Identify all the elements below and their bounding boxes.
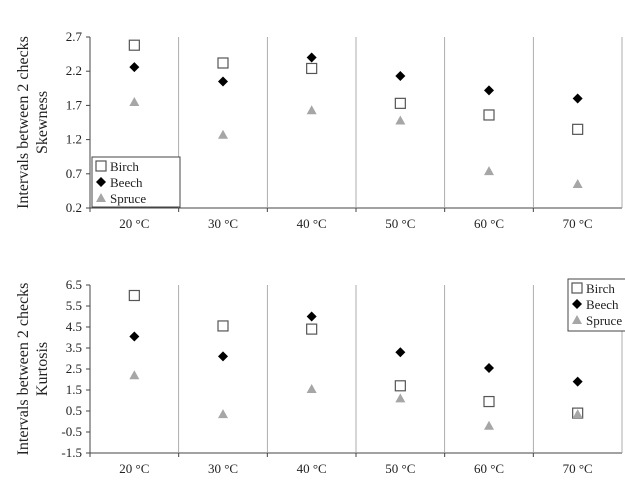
data-point-birch [218,58,228,68]
y-tick-label: 3.5 [66,340,82,355]
y-tick-label: 0.7 [66,166,83,181]
y-axis-label-line: Intervals between 2 checks [15,283,32,456]
x-tick-label: 30 °C [208,216,238,231]
y-axis-label-line: Intervals between 2 checks [15,36,32,209]
data-point-beech [129,331,139,341]
data-point-beech [218,76,228,86]
data-point-beech [395,71,405,81]
y-tick-label: 1.5 [66,382,82,397]
data-point-spruce [218,130,228,139]
y-tick-label: 6.5 [66,277,82,292]
data-point-spruce [129,370,139,379]
data-point-birch [484,110,494,120]
data-point-birch [484,397,494,407]
data-point-spruce [395,393,405,402]
data-point-birch [129,40,139,50]
chart-panel-1: 2.7 2.2 1.7 1.2 0.7 0.2 20 °C 30 °C 40 °C 50 °C 60… [15,29,622,231]
data-point-beech [484,363,494,373]
legend-label-spruce: Spruce [110,191,146,206]
chart-panel-2: 6.5 5.5 4.5 3.5 2.5 1.5 0.5 -0.5 -1.5 20 °C 30 °C 4… [15,277,625,476]
legend-marker-birch [572,283,582,293]
legend-marker-birch [96,161,106,171]
data-point-birch [218,321,228,331]
data-point-spruce [307,384,317,393]
data-point-beech [129,62,139,72]
data-point-birch [395,98,405,108]
data-point-beech [573,377,583,387]
data-point-birch [573,124,583,134]
x-tick-label: 70 °C [563,461,593,476]
x-tick-label: 30 °C [208,461,238,476]
y-tick-label: -0.5 [61,424,82,439]
legend-label-birch: Birch [110,159,139,174]
x-tick-label: 60 °C [474,216,504,231]
data-point-spruce [218,409,228,418]
data-point-beech [484,85,494,95]
legend-label-birch: Birch [586,281,615,296]
data-point-spruce [307,105,317,114]
x-tick-label: 50 °C [385,216,415,231]
data-point-birch [395,381,405,391]
y-tick-label: 2.2 [66,63,82,78]
data-point-beech [307,312,317,322]
y-axis-label-line: Skewness [34,91,51,154]
data-point-beech [573,94,583,104]
x-tick-label: 70 °C [563,216,593,231]
data-point-spruce [484,421,494,430]
x-tick-label: 50 °C [385,461,415,476]
data-point-birch [129,291,139,301]
y-axis-label: Intervals between 2 checks Kurtosis [15,283,51,456]
y-tick-label: 2.7 [66,29,83,44]
data-point-spruce [395,115,405,124]
data-point-spruce [484,166,494,175]
legend-label-spruce: Spruce [586,313,622,328]
data-point-birch [307,324,317,334]
data-point-spruce [573,179,583,188]
data-point-beech [218,351,228,361]
y-axis-label: Intervals between 2 checks Skewness [15,36,51,209]
y-axis-label-line: Kurtosis [34,342,51,396]
x-tick-label: 20 °C [119,461,149,476]
x-tick-label: 40 °C [297,461,327,476]
data-point-beech [307,53,317,63]
x-tick-label: 60 °C [474,461,504,476]
legend-label-beech: Beech [586,297,619,312]
y-tick-label: 1.2 [66,132,82,147]
y-tick-label: 5.5 [66,298,82,313]
data-point-birch [307,63,317,73]
y-tick-label: 2.5 [66,361,82,376]
data-point-beech [395,347,405,357]
legend-label-beech: Beech [110,175,143,190]
y-tick-label: 0.5 [66,403,82,418]
y-tick-label: 0.2 [66,200,82,215]
x-tick-label: 40 °C [297,216,327,231]
y-tick-label: -1.5 [61,445,82,460]
data-point-spruce [129,97,139,106]
y-tick-label: 4.5 [66,319,82,334]
y-tick-label: 1.7 [66,97,83,112]
x-tick-label: 20 °C [119,216,149,231]
